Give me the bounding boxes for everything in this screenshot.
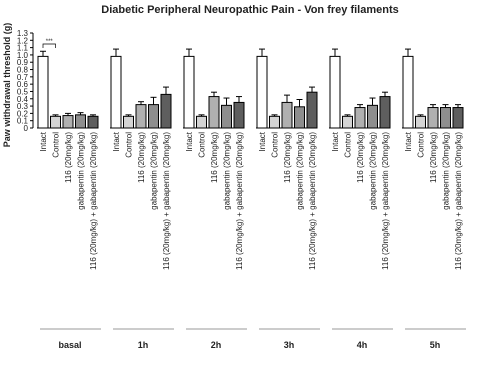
bar — [233, 101, 245, 129]
bar — [415, 115, 426, 129]
x-tick-label: Control — [52, 132, 61, 158]
bar — [160, 93, 172, 129]
x-tick-label: Control — [344, 132, 353, 158]
bar — [221, 104, 232, 129]
x-tick-label: Intact — [39, 131, 48, 151]
bar — [183, 55, 195, 129]
x-tick-label: gabapentin (20mg/kg) — [369, 132, 378, 210]
y-tick-label: 0.5 — [17, 87, 29, 96]
group-label: 5h — [430, 340, 441, 350]
group-label: 2h — [211, 340, 222, 350]
x-tick-label: gabapentin (20mg/kg) — [223, 132, 232, 210]
group-label: basal — [58, 340, 81, 350]
significance-label: *** — [46, 39, 54, 45]
x-tick-label: Control — [417, 132, 426, 158]
bar — [427, 107, 439, 129]
bar — [148, 104, 159, 129]
y-tick-label: 1.1 — [17, 44, 29, 53]
y-tick-label: 0.2 — [17, 109, 29, 118]
bar — [123, 115, 134, 129]
y-tick-label: 1.3 — [17, 29, 29, 38]
x-tick-label: 116 (20mg/kg) + gabapentin (20mg/kg) — [162, 132, 171, 270]
bar — [440, 107, 451, 129]
bar — [62, 115, 74, 129]
x-tick-label: 116 (20mg/kg) + gabapentin (20mg/kg) — [308, 132, 317, 270]
group-label: 3h — [284, 340, 295, 350]
x-tick-label: 116 (20mg/kg) — [210, 132, 219, 183]
bar — [196, 115, 207, 129]
x-tick-label: gabapentin (20mg/kg) — [150, 132, 159, 210]
chart-title: Diabetic Peripheral Neuropathic Pain - V… — [101, 4, 398, 16]
y-tick-label: 0.7 — [17, 73, 29, 82]
bar — [379, 96, 391, 129]
y-tick-label: 1.2 — [17, 36, 29, 45]
x-tick-label: 116 (20mg/kg) — [429, 132, 438, 183]
y-tick-label: 0 — [24, 124, 29, 133]
x-tick-label: gabapentin (20mg/kg) — [442, 132, 451, 210]
bar — [50, 115, 61, 129]
y-axis-label: Paw withdrawal threshold (g) — [2, 23, 12, 148]
y-tick-label: 0.1 — [17, 117, 29, 126]
x-tick-label: Control — [198, 132, 207, 158]
significance-bracket — [42, 43, 56, 48]
bar — [306, 91, 318, 129]
bar — [256, 55, 268, 129]
bar — [75, 114, 86, 129]
y-tick-label: 0.4 — [17, 95, 29, 104]
bar — [135, 104, 147, 129]
x-tick-label: Control — [271, 132, 280, 158]
x-tick-label: 116 (20mg/kg) — [283, 132, 292, 183]
x-tick-label: 116 (20mg/kg) + gabapentin (20mg/kg) — [235, 132, 244, 270]
y-tick-label: 0.3 — [17, 102, 29, 111]
bar — [294, 106, 305, 129]
y-tick-label: 0.6 — [17, 80, 29, 89]
x-tick-label: 116 (20mg/kg) — [64, 132, 73, 183]
bar — [354, 107, 366, 129]
x-tick-label: 116 (20mg/kg) — [356, 132, 365, 183]
group-label: 4h — [357, 340, 368, 350]
bar — [402, 55, 414, 129]
y-tick-label: 1.0 — [17, 51, 29, 60]
x-tick-label: Control — [125, 132, 134, 158]
bar — [281, 101, 293, 129]
bar — [329, 55, 341, 129]
bar — [110, 55, 122, 129]
bar — [452, 107, 464, 129]
x-tick-label: 116 (20mg/kg) — [137, 132, 146, 183]
x-tick-label: Intact — [331, 131, 340, 151]
x-tick-label: Intact — [185, 131, 194, 151]
x-tick-label: Intact — [258, 131, 267, 151]
bar — [269, 115, 280, 129]
group-label: 1h — [138, 340, 149, 350]
x-tick-label: gabapentin (20mg/kg) — [77, 132, 86, 210]
y-tick-label: 0.9 — [17, 58, 29, 67]
y-tick-label: 0.8 — [17, 66, 29, 75]
x-tick-label: 116 (20mg/kg) + gabapentin (20mg/kg) — [454, 132, 463, 270]
bar — [87, 115, 99, 129]
x-tick-label: Intact — [112, 131, 121, 151]
x-tick-label: 116 (20mg/kg) + gabapentin (20mg/kg) — [89, 132, 98, 270]
bar — [37, 55, 49, 129]
x-tick-label: Intact — [404, 131, 413, 151]
x-tick-label: gabapentin (20mg/kg) — [296, 132, 305, 210]
bar — [342, 115, 353, 129]
bar — [367, 104, 378, 129]
x-tick-label: 116 (20mg/kg) + gabapentin (20mg/kg) — [381, 132, 390, 270]
bar — [208, 96, 220, 129]
